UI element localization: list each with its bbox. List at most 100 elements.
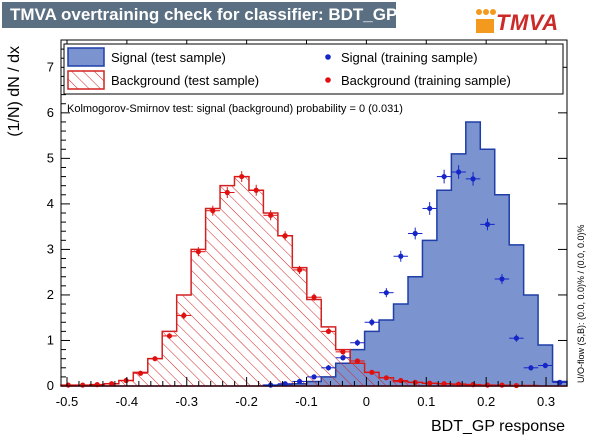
background-train-marker — [369, 369, 375, 375]
signal-train-marker — [311, 374, 317, 380]
signal-train-marker — [441, 173, 447, 180]
background-train-point — [321, 328, 336, 335]
signal-train-point — [321, 365, 336, 371]
legend-box — [63, 43, 564, 95]
ks-test-text: Kolmogorov-Smirnov test: signal (backgro… — [67, 103, 403, 115]
legend-signal-train-label: Signal (training sample) — [341, 50, 478, 65]
background-train-point — [133, 370, 148, 376]
background-train-point — [350, 358, 365, 364]
background-train-point — [422, 380, 437, 386]
background-train-marker — [210, 208, 216, 214]
signal-train-marker — [456, 169, 462, 175]
signal-train-point — [407, 227, 423, 240]
x-tick-label: -0.2 — [235, 394, 257, 409]
legend-background-train-marker — [325, 77, 331, 83]
background-train-marker — [484, 382, 491, 388]
background-train-marker — [499, 382, 505, 388]
y-axis-title: (1/N) dN / dx — [6, 46, 23, 137]
overflow-note: U/O-flow (S,B): (0.0, 0.0)% / (0.0, 0.0)… — [576, 224, 586, 383]
y-tick-label: 1 — [47, 332, 54, 347]
x-tick-label: 0.1 — [417, 394, 435, 409]
signal-train-marker — [427, 205, 433, 212]
y-tick-label: 7 — [47, 59, 54, 74]
legend-background-train-label: Background (training sample) — [341, 73, 511, 88]
signal-train-marker — [325, 365, 332, 371]
background-train-marker — [109, 381, 115, 387]
background-train-marker — [152, 356, 158, 362]
signal-train-marker — [470, 176, 476, 182]
x-tick-label: -0.5 — [56, 394, 78, 409]
signal-train-point — [306, 374, 322, 380]
background-train-point — [451, 381, 466, 387]
signal-train-marker — [499, 276, 505, 282]
x-axis-title: BDT_GP response — [431, 418, 565, 435]
x-tick-label: -0.3 — [176, 394, 198, 409]
signal-train-point — [480, 218, 495, 231]
signal-train-point — [393, 250, 409, 262]
tmva-logo: TMVA — [474, 6, 592, 36]
signal-train-point — [335, 355, 351, 361]
legend-background-test-label: Background (test sample) — [111, 73, 259, 88]
y-tick-label: 4 — [47, 196, 54, 211]
background-train-marker — [181, 312, 187, 319]
background-train-point — [61, 382, 76, 388]
legend-signal-test-swatch — [67, 47, 105, 67]
y-tick-label: 0 — [47, 378, 54, 393]
background-train-marker — [195, 249, 201, 255]
background-train-marker — [354, 358, 361, 364]
x-tick-label: -0.1 — [295, 394, 317, 409]
background-train-marker — [65, 382, 71, 388]
signal-train-point — [277, 381, 293, 387]
plot-area — [60, 121, 568, 389]
background-train-marker — [282, 233, 288, 239]
signal-train-marker — [340, 355, 346, 361]
signal-train-point — [465, 172, 481, 186]
signal-train-point — [451, 165, 466, 179]
background-train-point — [118, 377, 134, 384]
signal-train-point — [350, 339, 365, 346]
legend-signal-test-label: Signal (test sample) — [111, 50, 226, 65]
background-train-point — [104, 381, 119, 387]
signal-train-marker — [412, 230, 418, 237]
signal-train-marker — [528, 365, 534, 371]
logo-icon — [476, 9, 496, 33]
background-train-point — [277, 231, 293, 241]
background-train-marker — [340, 349, 346, 355]
background-train-marker — [166, 333, 173, 339]
legend: Signal (test sample) Background (test sa… — [63, 43, 564, 95]
background-train-point — [234, 171, 249, 183]
x-tick-label: 0.3 — [537, 394, 555, 409]
signal-train-point — [364, 318, 380, 326]
signal-train-point — [422, 202, 437, 215]
x-tick-label: -0.4 — [116, 394, 138, 409]
background-train-point — [306, 293, 322, 301]
signal-train-marker — [369, 319, 375, 325]
background-train-point — [379, 375, 394, 381]
signal-train-marker — [542, 362, 548, 369]
background-train-marker — [296, 267, 303, 273]
signal-train-point — [379, 288, 394, 298]
y-tick-label: 5 — [47, 150, 54, 165]
background-train-marker — [253, 187, 259, 193]
background-train-marker — [311, 294, 317, 300]
y-tick-label: 2 — [47, 287, 54, 302]
background-train-point — [263, 210, 278, 221]
background-train-marker — [268, 212, 274, 218]
background-train-point — [176, 311, 192, 320]
signal-train-marker — [513, 335, 520, 341]
background-train-marker — [325, 328, 332, 334]
signal-train-marker — [296, 378, 303, 385]
background-train-point — [364, 369, 380, 375]
background-train-marker — [427, 380, 433, 386]
background-train-marker — [412, 379, 418, 385]
background-train-point — [335, 349, 351, 355]
legend-background-test-swatch — [67, 70, 105, 90]
signal-train-marker — [282, 381, 288, 387]
signal-train-marker — [354, 340, 361, 346]
chart-title: TMVA overtraining check for classifier: … — [2, 2, 397, 28]
signal-train-point — [538, 362, 553, 369]
logo-text: TMVA — [496, 10, 559, 35]
axes: -0.5 -0.4 -0.3 -0.2 -0.1 0 0.1 0.2 0.3 0 1 2 3 4 5 6 7 — [47, 39, 568, 409]
signal-train-point — [494, 274, 510, 285]
legend-signal-train-marker — [325, 54, 331, 60]
